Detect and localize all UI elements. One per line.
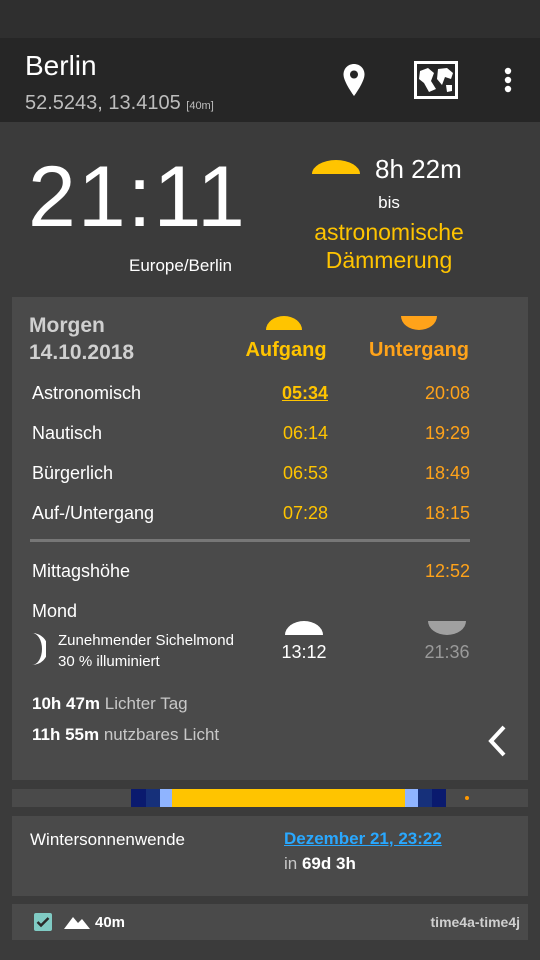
status-bar — [0, 0, 540, 38]
timeline-day-segment — [172, 789, 405, 807]
tomorrow-date: 14.10.2018 — [29, 341, 135, 364]
timeline-night-segment — [131, 789, 146, 807]
day-length-value: 10h 47m — [32, 694, 101, 713]
chevron-left-icon[interactable] — [480, 721, 514, 761]
coordinates: 52.5243, 13.4105 [40m] — [25, 92, 214, 115]
noon-time: 12:52 — [424, 561, 470, 581]
footer-altitude: 40m — [95, 914, 126, 931]
timeline-astro-segment — [418, 789, 432, 807]
section-divider — [30, 539, 470, 542]
more-vert-icon[interactable] — [486, 58, 530, 102]
row-civil-rise: 06:53 — [282, 463, 328, 483]
solstice-countdown: in 69d 3h — [284, 854, 356, 874]
row-sunrise-sunset-rise: 07:28 — [282, 503, 328, 523]
moonset-icon — [428, 621, 466, 640]
city-title: Berlin — [25, 50, 97, 81]
solstice-date-link[interactable]: Dezember 21, 23:22 — [284, 829, 442, 848]
countdown-duration: 8h 22m — [375, 154, 462, 184]
moon-phase-name: Zunehmender Sichelmond — [58, 632, 234, 649]
timeline-astro-segment — [146, 789, 160, 807]
moon-phase-icon — [32, 633, 48, 670]
solstice-in-label: in — [284, 854, 298, 873]
footer-bar: 40m time4a-time4j — [12, 904, 528, 940]
row-astronomical-set: 20:08 — [424, 383, 470, 403]
usable-light-value: 11h 55m — [32, 725, 100, 744]
timeline-civil-segment — [405, 789, 418, 807]
tomorrow-card: Morgen 14.10.2018 Aufgang Untergang Astr… — [12, 297, 528, 780]
library-label: time4a-time4j — [430, 914, 520, 930]
sunset-icon — [401, 316, 437, 335]
next-event-name: astronomische Dämmerung — [314, 219, 464, 273]
coordinates-value: 52.5243, 13.4105 — [25, 92, 181, 114]
row-civil-label: Bürgerlich — [32, 463, 114, 483]
map-icon[interactable] — [414, 58, 458, 102]
moon-label: Mond — [32, 601, 78, 621]
row-astronomical-label: Astronomisch — [32, 383, 142, 403]
sunrise-icon — [266, 316, 302, 335]
altitude-small: [40m] — [186, 100, 214, 112]
tomorrow-header: Morgen 14.10.2018 — [29, 312, 134, 366]
usable-light-label: nutzbares Licht — [103, 725, 220, 744]
moonrise-icon — [285, 621, 323, 640]
row-sunrise-sunset-label: Auf-/Untergang — [32, 503, 155, 523]
timeline-night-segment — [432, 789, 446, 807]
noon-label: Mittagshöhe — [32, 561, 131, 581]
tomorrow-label: Morgen — [29, 314, 105, 337]
solstice-label: Wintersonnenwende — [30, 830, 185, 849]
day-length-label: Lichter Tag — [104, 694, 188, 713]
moonset-time: 21:36 — [424, 642, 470, 662]
row-nautical-label: Nautisch — [32, 423, 103, 443]
timeline-now-marker — [465, 796, 469, 800]
solstice-card: Wintersonnenwende Dezember 21, 23:22 in … — [12, 816, 528, 896]
moon-phase-text: Zunehmender Sichelmond 30 % illuminiert — [58, 630, 234, 672]
moonrise-time: 13:12 — [281, 642, 327, 662]
set-column-header: Untergang — [369, 339, 469, 361]
until-label: bis — [378, 193, 400, 212]
daylight-timeline — [12, 789, 528, 807]
rise-column-header: Aufgang — [245, 339, 327, 361]
app-bar: Berlin 52.5243, 13.4105 [40m] — [0, 38, 540, 122]
current-time: 21:11 — [28, 149, 247, 245]
moon-illumination: 30 % illuminiert — [58, 653, 160, 670]
row-nautical-rise: 06:14 — [282, 423, 328, 443]
solstice-in-value: 69d 3h — [301, 854, 356, 873]
timeline-civil-segment — [160, 789, 172, 807]
day-length: 10h 47m Lichter Tag — [32, 694, 188, 714]
location-pin-icon[interactable] — [332, 58, 376, 102]
row-astronomical-rise[interactable]: 05:34 — [281, 383, 328, 403]
altitude-checkbox[interactable] — [34, 913, 52, 931]
timezone-label: Europe/Berlin — [129, 256, 233, 275]
usable-light: 11h 55m nutzbares Licht — [32, 725, 219, 745]
row-nautical-set: 19:29 — [424, 423, 470, 443]
row-civil-set: 18:49 — [424, 463, 470, 483]
mountain-icon — [64, 915, 90, 934]
row-sunrise-sunset-set: 18:15 — [424, 503, 470, 523]
half-sun-icon — [312, 160, 360, 179]
